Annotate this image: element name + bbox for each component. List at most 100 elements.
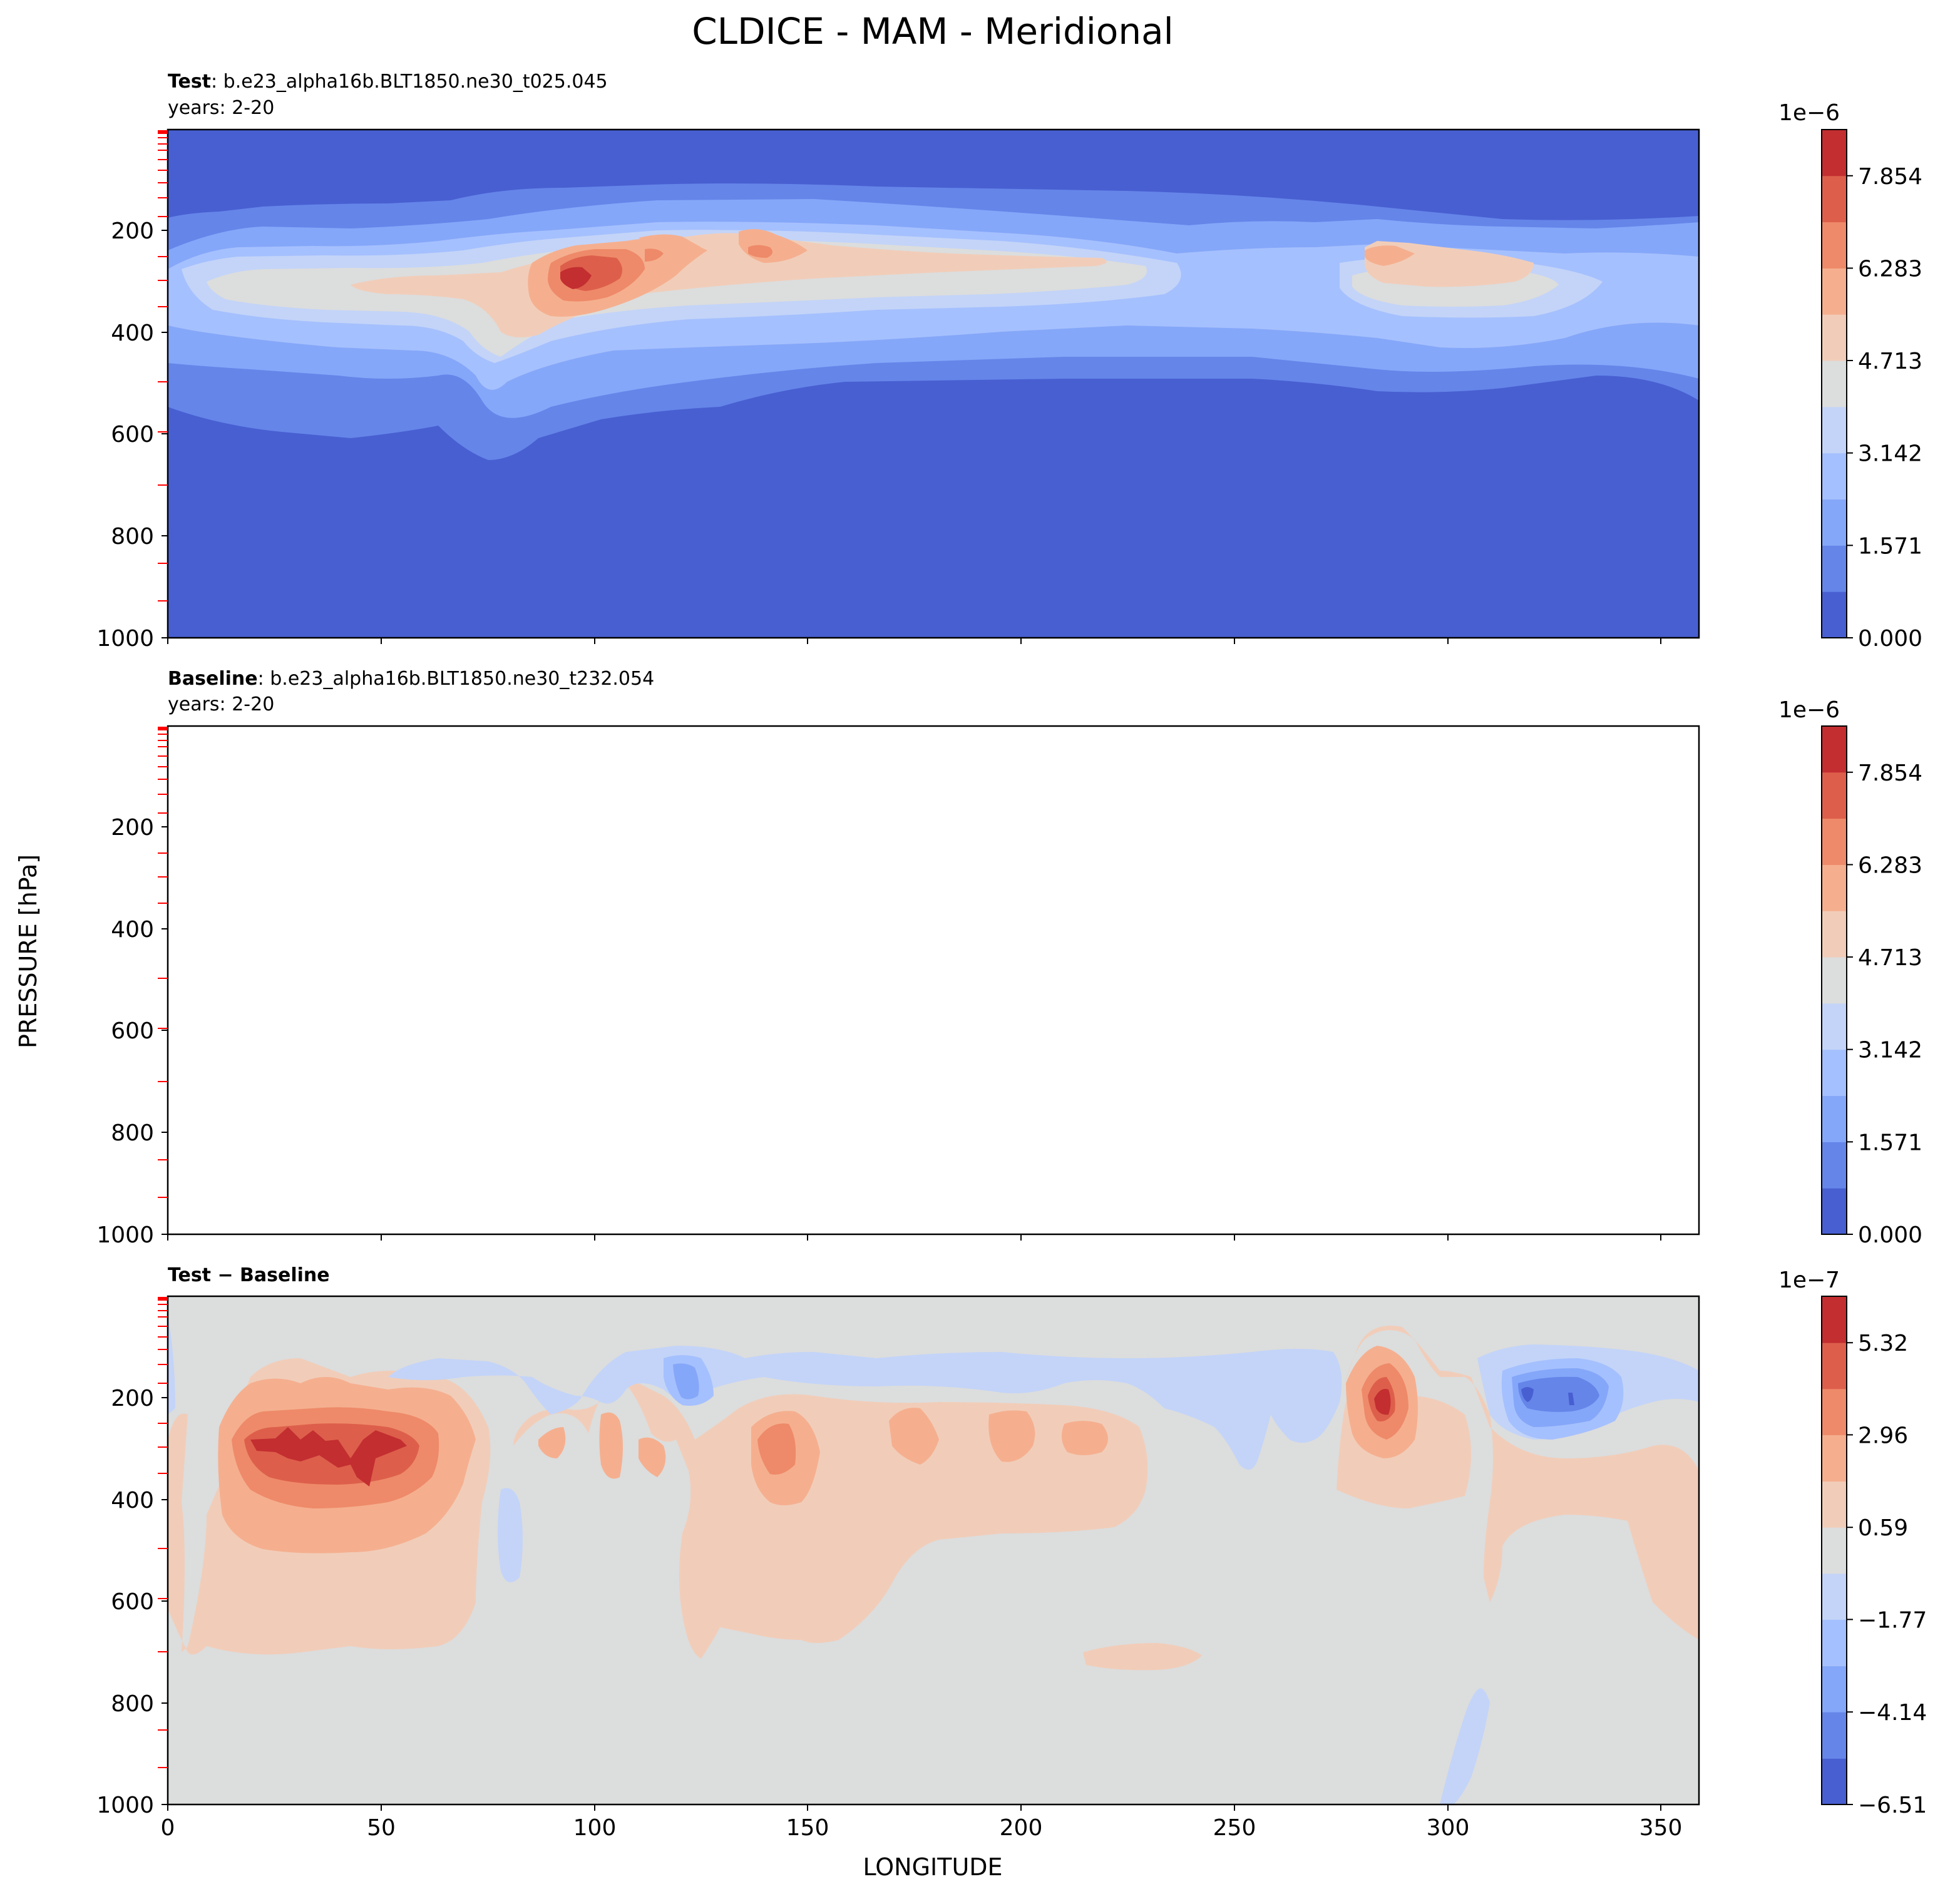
contour-pos-2 <box>218 1346 1418 1553</box>
panel-baseline-yaxis: 200 400 600 800 1000 <box>96 815 168 1248</box>
colorbar-segment <box>1822 864 1847 911</box>
x-tick-label: 350 <box>1639 1815 1683 1841</box>
colorbar-tick-label: 6.283 <box>1858 256 1922 282</box>
contour-level-6 <box>488 828 1527 934</box>
x-axis-label: LONGITUDE <box>863 1853 1002 1881</box>
y-tick-label: 200 <box>111 815 154 841</box>
panel-baseline-years: years: 2-20 <box>168 694 274 715</box>
y-tick-label: 800 <box>111 524 154 550</box>
contour-level-9 <box>560 852 622 888</box>
colorbar-segment <box>1822 1666 1847 1712</box>
colorbar-segment <box>1822 1095 1847 1142</box>
colorbar-segment <box>1822 1712 1847 1759</box>
contour-level-1-lower <box>168 376 1699 638</box>
colorbar-frame <box>1821 1296 1847 1805</box>
y-tick-label: 800 <box>111 1120 154 1146</box>
contour-level-8 <box>542 842 772 898</box>
panel-difference-colorbar-exponent: 1e−7 <box>1778 1267 1840 1293</box>
contour-neg-4 <box>1518 1376 1599 1412</box>
colorbar-segment <box>1822 499 1847 546</box>
colorbar-segment <box>1822 957 1847 1004</box>
x-tick-label: 250 <box>1213 1815 1256 1841</box>
panel-test-level-marks <box>158 130 168 601</box>
panel-baseline-xticks <box>167 1234 1661 1241</box>
y-axis-label: PRESSURE [hPa] <box>14 854 42 1048</box>
panel-baseline-level-marks <box>158 727 168 1198</box>
x-tick-label: 200 <box>1000 1815 1043 1841</box>
colorbar-segment <box>1822 1527 1847 1574</box>
contour-level-7 <box>528 824 1415 913</box>
colorbar-segment <box>1822 1296 1847 1343</box>
colorbar-tick-label: 7.854 <box>1858 760 1922 786</box>
contour-level-4 <box>182 826 1653 960</box>
contour-level-0 <box>168 726 1699 1234</box>
x-tick-label: 150 <box>786 1815 829 1841</box>
colorbar-tick-label: 0.000 <box>1858 1222 1922 1248</box>
colorbar-tick-label: 1.571 <box>1858 1130 1922 1155</box>
contour-level-1 <box>168 780 1699 1234</box>
colorbar-tick-label: 4.713 <box>1858 349 1922 374</box>
colorbar-segment <box>1822 130 1847 177</box>
y-tick-label: 1000 <box>96 1222 154 1248</box>
panel-test-yaxis: 200 400 600 800 1000 <box>96 218 168 652</box>
panel-test-frame <box>167 128 1700 639</box>
y-tick-label: 200 <box>111 1386 154 1411</box>
contour-pos-3 <box>232 1363 1408 1508</box>
colorbar-segment <box>1822 1435 1847 1482</box>
colorbar-tick-label: −6.51 <box>1858 1793 1927 1818</box>
panel-baseline: Baseline: b.e23_alpha16b.BLT1850.ne30_t2… <box>96 668 1922 1248</box>
y-tick-label: 600 <box>111 1589 154 1615</box>
y-tick-label: 400 <box>111 1488 154 1513</box>
colorbar-segment <box>1822 453 1847 500</box>
colorbar-segment <box>1822 361 1847 407</box>
panel-baseline-colorbar: 0.000 1.571 3.142 4.713 6.283 7.854 <box>1821 725 1922 1248</box>
panel-test-colorbar: 0.000 1.571 3.142 4.713 6.283 7.854 <box>1821 129 1922 652</box>
contour-level-2 <box>168 796 1699 1015</box>
x-tick-label: 0 <box>161 1815 175 1841</box>
colorbar-segment <box>1822 1388 1847 1435</box>
y-tick-label: 800 <box>111 1691 154 1717</box>
colorbar-tick-label: 5.32 <box>1858 1331 1908 1356</box>
y-tick-label: 200 <box>111 218 154 244</box>
figure-title: CLDICE - MAM - Meridional <box>692 10 1174 53</box>
contour-neg-5 <box>1521 1387 1574 1405</box>
panel-test-xticks <box>167 638 1661 644</box>
contour-level-1-lower <box>168 974 1699 1234</box>
colorbar-segment <box>1822 772 1847 819</box>
contour-level-3 <box>168 818 1699 986</box>
panel-test-title: Test: b.e23_alpha16b.BLT1850.ne30_t025.0… <box>168 71 608 93</box>
panel-test-years: years: 2-20 <box>168 97 274 119</box>
colorbar-tick-label: 3.142 <box>1858 441 1922 467</box>
panel-difference-title-bold: Test − Baseline <box>168 1264 330 1286</box>
colorbar-segment <box>1822 1343 1847 1390</box>
colorbar-tick-label: 3.142 <box>1858 1038 1922 1063</box>
colorbar-frame <box>1821 129 1847 638</box>
colorbar-segment <box>1822 726 1847 773</box>
contour-level-10 <box>560 267 592 289</box>
y-tick-label: 600 <box>111 1018 154 1044</box>
y-tick-label: 1000 <box>96 1793 154 1818</box>
colorbar-segment <box>1822 268 1847 315</box>
panel-difference: Test − Baseline <box>96 1264 1927 1841</box>
colorbar-segment <box>1822 314 1847 361</box>
panel-baseline-title-rest: : b.e23_alpha16b.BLT1850.ne30_t232.054 <box>258 668 655 690</box>
colorbar-segment <box>1822 1188 1847 1235</box>
colorbar-segment <box>1822 1758 1847 1805</box>
panel-difference-frame <box>167 1295 1700 1806</box>
colorbar-segment <box>1822 1619 1847 1667</box>
panel-difference-title: Test − Baseline <box>168 1264 330 1286</box>
colorbar-frame <box>1821 725 1847 1235</box>
panel-baseline-contours <box>168 726 1699 1234</box>
colorbar-segment <box>1822 591 1847 638</box>
y-tick-label: 1000 <box>96 626 154 652</box>
panel-test-title-bold: Test <box>168 71 211 93</box>
x-tick-label: 50 <box>367 1815 396 1841</box>
colorbar-tick-label: 4.713 <box>1858 945 1922 971</box>
y-tick-label: 400 <box>111 917 154 943</box>
colorbar-tick-label: 7.854 <box>1858 164 1922 190</box>
colorbar-tick-label: −4.14 <box>1858 1700 1927 1726</box>
contour-level-5 <box>213 836 1565 953</box>
panel-difference-contours <box>168 1296 1699 1804</box>
panel-test-title-rest: : b.e23_alpha16b.BLT1850.ne30_t025.045 <box>211 71 608 93</box>
